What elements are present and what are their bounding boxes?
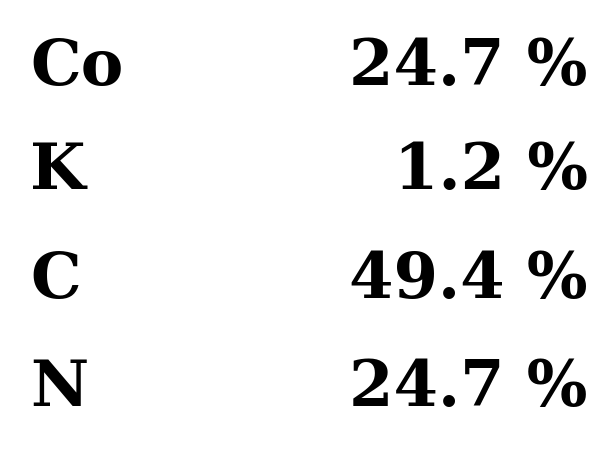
- Text: 1.2 %: 1.2 %: [394, 141, 588, 202]
- Text: 24.7 %: 24.7 %: [350, 358, 588, 418]
- Text: N: N: [30, 358, 88, 418]
- Text: K: K: [30, 141, 86, 202]
- Text: 24.7 %: 24.7 %: [350, 37, 588, 98]
- Text: Co: Co: [30, 37, 124, 98]
- Text: C: C: [30, 249, 81, 310]
- Text: 49.4 %: 49.4 %: [349, 249, 588, 310]
